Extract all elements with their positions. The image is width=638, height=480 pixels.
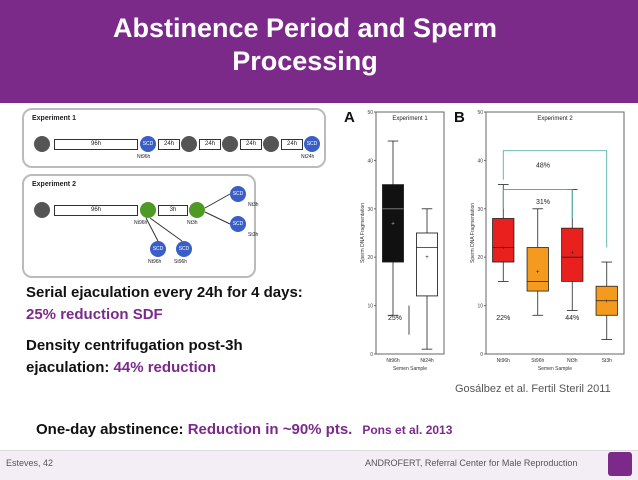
experiment2-box: Experiment 2 96h 3h SCD SCD SCD SCD Nt96…	[22, 174, 259, 278]
reduction-annotation: 48%	[536, 163, 550, 170]
interval-bar: 24h	[281, 139, 303, 150]
box-body	[492, 218, 515, 263]
chart-title: Experiment 1	[392, 116, 428, 122]
interval-bar: 3h	[158, 205, 188, 216]
y-tick-label: 50	[367, 110, 373, 116]
footer	[0, 450, 638, 480]
x-tick-label: St96h	[531, 358, 544, 364]
chart-panel-a: A Experiment 1 0 10 20 30 40 50 Sperm DNA Fragme…	[344, 109, 445, 372]
finding-2-heading: Density centrifugation post-3h	[26, 337, 243, 354]
summary-result: Reduction in ~90% pts.	[187, 421, 353, 438]
node-label: Nt96h	[137, 154, 151, 160]
reduction-annotation: 25%	[388, 315, 402, 322]
y-tick-label: 0	[480, 352, 483, 358]
collection-node	[181, 136, 197, 152]
interval-bar: 24h	[199, 139, 221, 150]
interval-bar: 96h	[54, 139, 138, 150]
y-tick-label: 10	[477, 304, 483, 310]
box-body	[416, 232, 438, 297]
box-mean-marker: +	[391, 221, 395, 227]
x-tick-label: St3h	[602, 358, 613, 364]
x-axis-label: Semen Sample	[538, 366, 572, 372]
finding-2-line2: ejaculation: 44% reduction	[26, 358, 216, 377]
experiment1-label: Experiment 1	[32, 115, 76, 122]
node-label: Nt96h	[148, 259, 162, 265]
box-body	[526, 247, 549, 292]
y-tick-label: 40	[367, 158, 373, 164]
node-label: Nt24h	[301, 154, 315, 160]
finding-2-prefix: ejaculation:	[26, 359, 114, 376]
footer-org: ANDROFERT, Referral Center for Male Repr…	[365, 458, 578, 468]
node-label: Nt3h	[187, 220, 198, 226]
interval-bar: 96h	[54, 205, 138, 216]
node-label: Nt96h	[134, 220, 148, 226]
y-tick-label: 40	[477, 158, 483, 164]
panel-letter: B	[454, 109, 465, 126]
x-tick-label: Nt24h	[420, 358, 434, 364]
interval-bar: 24h	[240, 139, 262, 150]
x-axis-label: Semen Sample	[393, 366, 427, 372]
comparison-bracket	[502, 150, 608, 248]
panel-letter: A	[344, 109, 355, 126]
box-mean-marker: +	[425, 255, 429, 261]
experiment1-box: Experiment 1 96h SCD 24h 24h 24h 24h SCD…	[22, 108, 326, 168]
box-body	[382, 184, 404, 263]
y-tick-label: 30	[367, 207, 373, 213]
box-mean-marker: +	[570, 250, 574, 256]
collection-node	[34, 136, 50, 152]
collection-node	[34, 202, 50, 218]
finding-1-heading: Serial ejaculation every 24h for 4 days:	[26, 284, 303, 301]
y-tick-label: 20	[367, 255, 373, 261]
sample-node	[189, 202, 205, 218]
y-tick-label: 20	[477, 255, 483, 261]
y-tick-label: 50	[477, 110, 483, 116]
chart-title: Experiment 2	[537, 116, 573, 122]
chart-panel-b: B Experiment 2 0 10 20 30 40 50 Sperm DNA Fragme…	[454, 109, 625, 372]
y-axis-label: Sperm DNA Fragmentation	[470, 203, 476, 263]
scd-node: SCD	[140, 136, 156, 152]
y-tick-label: 10	[367, 304, 373, 310]
y-tick-label: 0	[370, 352, 373, 358]
androfert-logo-icon	[608, 452, 632, 476]
summary-line: One-day abstinence: Reduction in ~90% pt…	[36, 421, 452, 438]
footer-page: Esteves, 42	[6, 458, 54, 468]
summary-citation: Pons et al. 2013	[362, 423, 453, 437]
summary-heading: One-day abstinence:	[36, 421, 188, 438]
reduction-annotation: 31%	[536, 199, 550, 206]
scd-node: SCD	[150, 241, 166, 257]
interval-bar: 24h	[158, 139, 180, 150]
x-tick-label: Nt96h	[386, 358, 400, 364]
finding-1-result: 25% reduction SDF	[26, 306, 163, 323]
experiment2-label: Experiment 2	[32, 181, 76, 188]
reduction-annotation: 44%	[565, 315, 579, 322]
collection-node	[222, 136, 238, 152]
reduction-annotation: 22%	[496, 315, 510, 322]
scd-node: SCD	[230, 216, 246, 232]
sample-node	[140, 202, 156, 218]
diagram-arrows	[145, 193, 231, 242]
x-tick-label: Nt3h	[567, 358, 578, 364]
node-label: St96h	[174, 259, 188, 265]
x-tick-label: Nt96h	[497, 358, 511, 364]
box-mean-marker: +	[501, 246, 505, 252]
node-label: Nt3h	[248, 202, 259, 208]
scd-node: SCD	[230, 186, 246, 202]
slide-title: Abstinence Period and Sperm Processing	[112, 13, 498, 76]
title-bar	[0, 0, 638, 103]
box-mean-marker: +	[605, 299, 609, 305]
citation: Gosálbez et al. Fertil Steril 2011	[455, 383, 611, 395]
finding-2-result: 44% reduction	[113, 359, 217, 376]
y-axis-label: Sperm DNA Fragmentation	[360, 203, 366, 263]
experiment-diagram: Experiment 1 96h SCD 24h 24h 24h 24h SCD…	[22, 108, 332, 278]
box-body	[561, 227, 584, 282]
node-label: St3h	[248, 232, 259, 238]
scd-node: SCD	[304, 136, 320, 152]
comparison-bracket	[502, 189, 573, 219]
y-tick-label: 30	[477, 207, 483, 213]
collection-node	[263, 136, 279, 152]
box-mean-marker: +	[536, 270, 540, 276]
scd-node: SCD	[176, 241, 192, 257]
